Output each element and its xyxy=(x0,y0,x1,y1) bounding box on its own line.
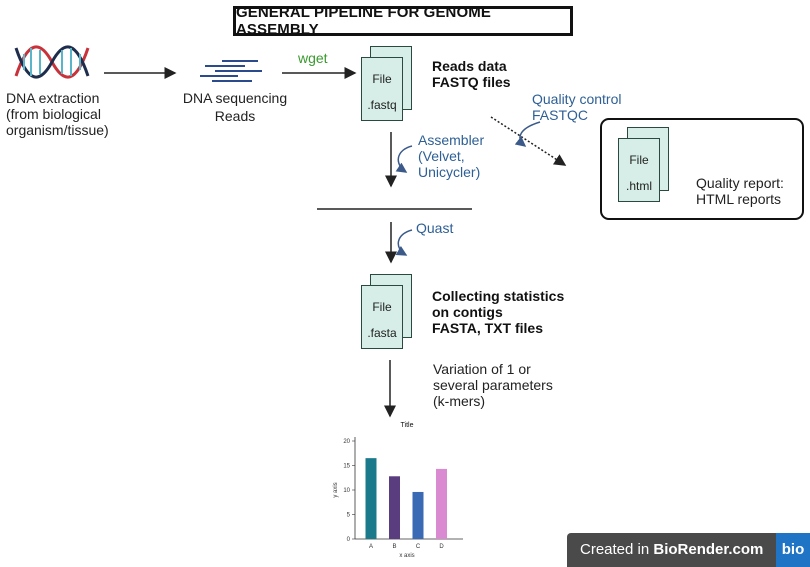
y-tick-label: 5 xyxy=(347,513,351,519)
quast-curve-arrow xyxy=(395,229,413,256)
bar-B xyxy=(389,476,400,539)
bar-D xyxy=(436,468,447,539)
y-tick-label: 15 xyxy=(343,464,350,470)
arrow-reads-to-qc xyxy=(490,116,567,166)
quast-label: Quast xyxy=(416,220,454,236)
sequence-reads-icon xyxy=(200,60,262,82)
biorender-badge[interactable]: Created in BioRender.com bio xyxy=(567,533,810,567)
x-axis-label: x axis xyxy=(399,553,414,559)
assembler-curve-arrow xyxy=(395,145,413,173)
biorender-logo: bio xyxy=(776,533,810,567)
bar-A xyxy=(365,458,377,539)
x-tick-label: B xyxy=(392,544,396,550)
qc-curve-arrow xyxy=(514,121,541,147)
variation-label: Variation of 1 or several parameters (k-… xyxy=(433,361,553,409)
bar-chart: Title 0 5 10 15 20 A B C Dx axis y axis xyxy=(333,422,463,559)
quality-report-label: Quality report: HTML reports xyxy=(696,175,784,207)
y-tick-label: 20 xyxy=(343,439,350,445)
y-axis-label: y axis xyxy=(333,482,339,497)
fastq-file-icon: File .fastq xyxy=(361,57,403,121)
quality-control-label: Quality control FASTQC xyxy=(532,91,622,123)
html-file-icon: File .html xyxy=(618,138,660,202)
wget-label: wget xyxy=(298,50,328,66)
x-tick-label: C xyxy=(416,544,421,550)
x-tick-label: D xyxy=(439,544,444,550)
fasta-file-icon: File .fasta xyxy=(361,285,403,349)
chart-title: Title xyxy=(401,422,414,429)
statistics-label: Collecting statistics on contigs FASTA, … xyxy=(432,288,565,336)
y-tick-label: 10 xyxy=(343,488,350,494)
dna-extraction-label: DNA extraction (from biological organism… xyxy=(6,90,109,138)
y-tick-label: 0 xyxy=(347,537,351,543)
page-title: GENERAL PIPELINE FOR GENOME ASSEMBLY xyxy=(233,4,573,38)
x-tick-label: A xyxy=(369,544,373,550)
bar-C xyxy=(412,491,424,539)
reads-data-label: Reads data FASTQ files xyxy=(432,58,511,90)
dna-sequencing-label: DNA sequencing Reads xyxy=(182,90,288,124)
assembler-label: Assembler (Velvet, Unicycler) xyxy=(418,132,485,180)
badge-text: Created in BioRender.com xyxy=(580,541,764,558)
dna-helix-icon xyxy=(14,45,90,79)
